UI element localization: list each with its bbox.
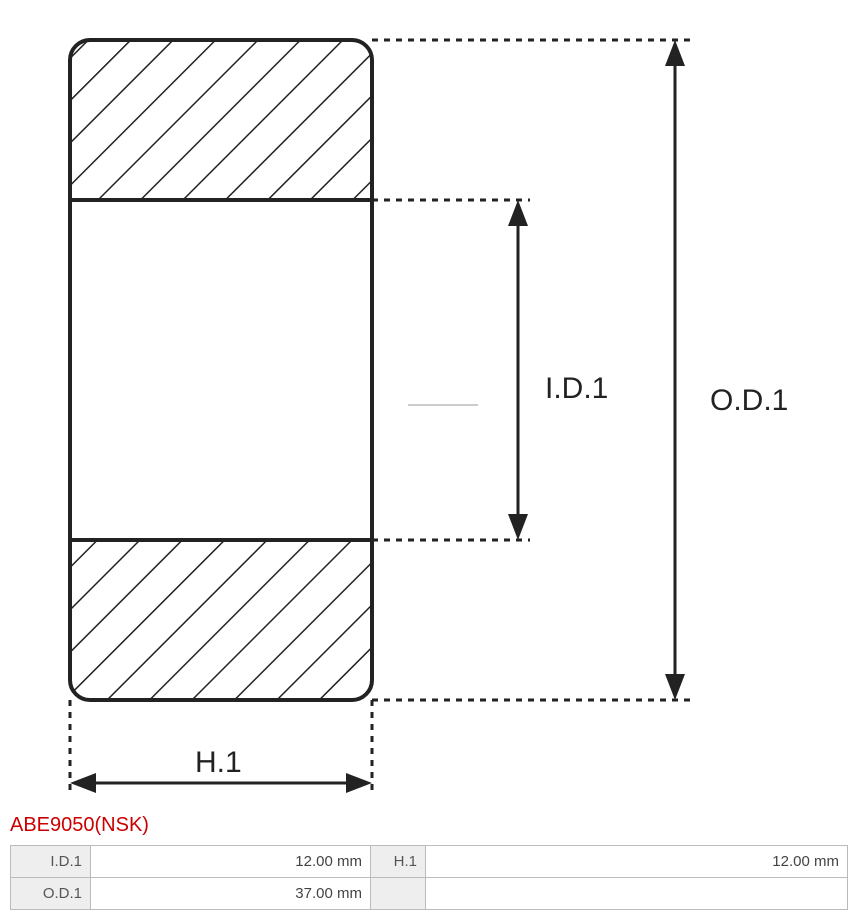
cell-value	[426, 878, 848, 910]
cell-label: O.D.1	[11, 878, 91, 910]
cell-label: I.D.1	[11, 846, 91, 878]
part-title: ABE9050(NSK)	[0, 810, 848, 845]
h-arrow-right	[346, 773, 372, 793]
cell-value: 37.00 mm	[91, 878, 371, 910]
hatch-bottom	[70, 540, 372, 700]
cell-label	[371, 878, 426, 910]
cell-value: 12.00 mm	[91, 846, 371, 878]
cell-value: 12.00 mm	[426, 846, 848, 878]
id-label: I.D.1	[545, 372, 608, 405]
bearing-diagram: O.D.1 I.D.1 H.1	[0, 0, 848, 810]
id-arrow-up	[508, 200, 528, 226]
od-label: O.D.1	[710, 384, 788, 417]
od-arrow-up	[665, 40, 685, 66]
id-arrow-down	[508, 514, 528, 540]
od-arrow-down	[665, 674, 685, 700]
hatch-top	[70, 40, 372, 200]
table-row: I.D.1 12.00 mm H.1 12.00 mm	[11, 846, 848, 878]
h-arrow-left	[70, 773, 96, 793]
h-label: H.1	[195, 746, 242, 779]
cell-label: H.1	[371, 846, 426, 878]
table-row: O.D.1 37.00 mm	[11, 878, 848, 910]
spec-table: I.D.1 12.00 mm H.1 12.00 mm O.D.1 37.00 …	[10, 845, 848, 910]
